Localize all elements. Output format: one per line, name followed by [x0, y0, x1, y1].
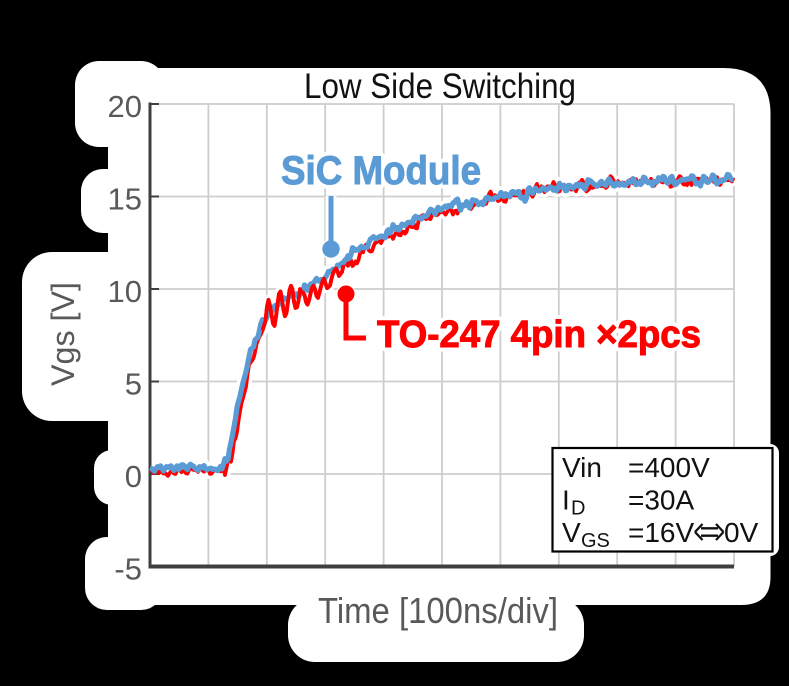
svg-text:TO-247 4pin ×2pcs: TO-247 4pin ×2pcs	[377, 314, 701, 356]
svg-text:=400V: =400V	[628, 452, 710, 483]
svg-text:SiC Module: SiC Module	[281, 149, 481, 193]
svg-text:0V: 0V	[724, 517, 759, 548]
svg-text:-5: -5	[114, 552, 142, 587]
svg-text:=30A: =30A	[628, 485, 694, 516]
svg-text:Low Side Switching: Low Side Switching	[304, 67, 576, 106]
svg-text:SiC Module: SiC Module	[281, 149, 481, 193]
svg-text:15: 15	[108, 182, 142, 217]
svg-text:V: V	[562, 517, 581, 548]
svg-text:Vgs [V]: Vgs [V]	[45, 282, 81, 386]
svg-text:5: 5	[125, 367, 142, 402]
svg-text:D: D	[571, 498, 585, 520]
svg-text:=16V: =16V	[628, 517, 694, 548]
svg-text:10: 10	[108, 274, 142, 309]
svg-text:20: 20	[108, 89, 142, 124]
svg-text:TO-247 4pin ×2pcs: TO-247 4pin ×2pcs	[377, 314, 701, 356]
svg-text:Vin: Vin	[562, 452, 602, 483]
svg-text:GS: GS	[581, 530, 610, 552]
svg-text:I: I	[562, 485, 570, 516]
svg-text:Time [100ns/div]: Time [100ns/div]	[318, 590, 558, 631]
svg-text:0: 0	[125, 459, 142, 494]
